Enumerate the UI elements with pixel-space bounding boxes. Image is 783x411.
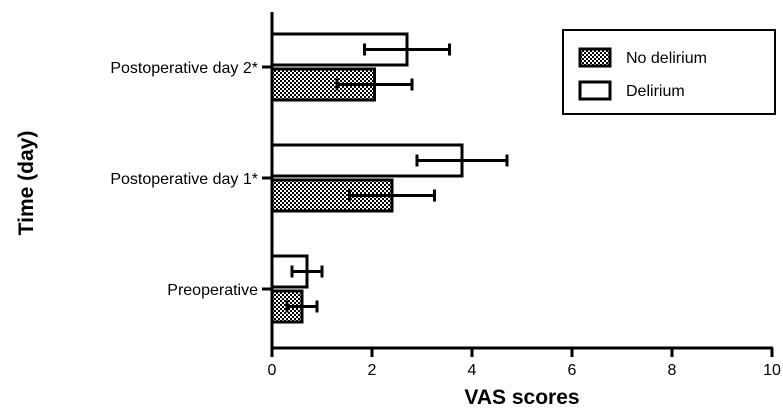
x-tick-label: 10 bbox=[763, 362, 781, 379]
category-label: Postoperative day 1* bbox=[110, 171, 258, 188]
x-tick-label: 2 bbox=[368, 362, 377, 379]
x-tick-label: 0 bbox=[268, 362, 277, 379]
x-tick-label: 6 bbox=[568, 362, 577, 379]
y-axis-title: Time (day) bbox=[15, 131, 38, 236]
y-ticks-group: Preoperative Postoperative day 1* Postoper… bbox=[110, 60, 272, 299]
legend-swatch-delirium bbox=[578, 80, 612, 101]
x-tick-label: 4 bbox=[468, 362, 477, 379]
category-label: Preoperative bbox=[167, 282, 258, 299]
legend: No delirium Delirium bbox=[562, 29, 776, 115]
error-bars-group bbox=[285, 43, 509, 313]
x-ticks-group: 0 2 4 6 8 10 bbox=[268, 348, 781, 379]
legend-label-delirium: Delirium bbox=[626, 83, 685, 100]
x-axis-title: VAS scores bbox=[464, 386, 579, 409]
x-tick-label: 8 bbox=[668, 362, 677, 379]
bars-group bbox=[270, 32, 464, 324]
legend-label-no-delirium: No delirium bbox=[626, 50, 707, 67]
category-label: Postoperative day 2* bbox=[110, 60, 258, 77]
legend-swatch-no-delirium bbox=[578, 47, 612, 68]
legend-box bbox=[562, 29, 776, 115]
